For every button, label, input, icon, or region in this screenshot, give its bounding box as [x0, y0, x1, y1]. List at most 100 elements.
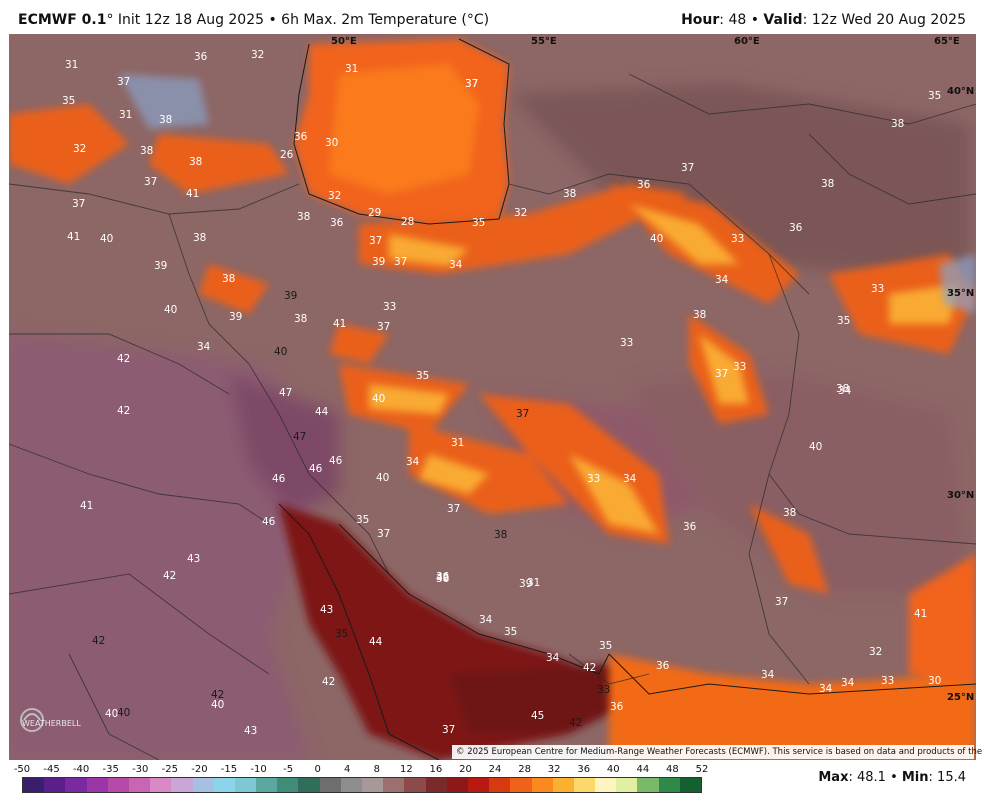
temperature-label: 35: [837, 315, 850, 327]
colorbar-swatch: [404, 778, 426, 792]
temperature-label: 26: [280, 149, 294, 161]
lat-label: 25°N: [947, 692, 974, 703]
temperature-label: 32: [869, 646, 882, 658]
temperature-label: 32: [73, 143, 86, 155]
lat-label: 30°N: [947, 490, 974, 501]
temperature-label: 37: [369, 235, 382, 247]
colorbar-tick-label: 8: [373, 764, 380, 775]
temperature-label: 36: [683, 521, 697, 533]
temperature-label: 42: [322, 676, 335, 688]
temperature-label: 29: [368, 207, 381, 219]
colorbar-swatch: [128, 778, 151, 792]
colorbar-tick-label: 32: [547, 764, 561, 775]
colorbar-swatch: [319, 778, 341, 792]
colorbar-swatch: [192, 778, 214, 792]
temperature-label: 34: [406, 456, 420, 468]
temperature-label: 38: [297, 211, 310, 223]
temperature-label: 43: [187, 553, 200, 565]
temperature-label: 40: [376, 472, 389, 484]
temperature-label: 31: [119, 109, 132, 121]
temperature-label: 36: [637, 179, 651, 191]
temperature-label: 39: [229, 311, 242, 323]
temperature-label: 34: [819, 683, 833, 695]
temperature-map[interactable]: 50°E 55°E 60°E 65°E 40°N 35°N 30°N 25°N …: [9, 34, 976, 760]
temperature-label: 46: [329, 455, 343, 467]
colorbar-swatch: [679, 778, 701, 792]
temperature-label: 46: [309, 463, 323, 475]
temperature-label: 35: [416, 370, 429, 382]
lat-label: 35°N: [947, 288, 974, 299]
colorbar-tick-label: -30: [132, 764, 149, 775]
colorbar-tick-label: -45: [43, 764, 60, 775]
min-label: Min: [901, 770, 929, 785]
temperature-label: 36: [330, 217, 344, 229]
temperature-label: 37: [377, 321, 390, 333]
temperature-label: 35: [335, 628, 348, 640]
temperature-label: 42: [117, 405, 130, 417]
temperature-label: 37: [465, 78, 478, 90]
temperature-label: 40: [809, 441, 822, 453]
temperature-label: 43: [320, 604, 333, 616]
colorbar-swatch: [65, 778, 87, 792]
temperature-label: 38: [294, 313, 307, 325]
colorbar-swatch: [362, 778, 384, 792]
colorbar-swatch: [552, 778, 574, 792]
temperature-label: 38: [693, 309, 706, 321]
colorbar-swatch: [446, 778, 468, 792]
colorbar-swatch: [637, 778, 659, 792]
temperature-label: 33: [620, 337, 633, 349]
min-value: 15.4: [937, 770, 966, 785]
temperature-label: 37: [117, 76, 130, 88]
model-name: ECMWF 0.1: [18, 12, 107, 28]
temperature-label: 38: [821, 178, 834, 190]
colorbar-ticks: -50 -45 -40 -35 -30 -25 -20 -15 -10 -5 0 4 8 12 16 20 24…: [0, 764, 720, 776]
map-canvas: 50°E 55°E 60°E 65°E 40°N 35°N 30°N 25°N …: [9, 34, 976, 760]
temperature-label: 32: [328, 190, 341, 202]
colorbar-swatch: [86, 778, 108, 792]
temperature-label: 35: [504, 626, 517, 638]
temperature-label: 33: [881, 675, 894, 687]
colorbar-tick-label: -40: [72, 764, 90, 775]
lon-label: 60°E: [734, 36, 760, 47]
temperature-label: 36: [436, 573, 450, 585]
colorbar-swatch: [467, 778, 490, 792]
colorbar-tick-label: -15: [220, 764, 238, 775]
temperature-label: 41: [67, 231, 80, 243]
valid-time: Hour: 48 • Valid: 12z Wed 20 Aug 2025: [681, 12, 966, 28]
temperature-label: 38: [563, 188, 576, 200]
temperature-labels: 31 36 32 31 37 37 35 31 38 32 38 37 38 41 37 41 40 39 38 38…: [62, 49, 941, 737]
colorbar-swatch: [616, 778, 638, 792]
temperature-label: 46: [262, 516, 276, 528]
chart-title: ECMWF 0.1° Init 12z 18 Aug 2025 • 6h Max…: [18, 12, 489, 28]
temperature-label: 38: [222, 273, 235, 285]
temperature-label: 33: [733, 361, 746, 373]
temperature-label: 41: [186, 188, 199, 200]
colorbar-tick-label: -25: [161, 764, 178, 775]
temperature-label: 36: [789, 222, 803, 234]
colorbar-swatch: [150, 778, 172, 792]
init-text: Init 12z 18 Aug 2025 • 6h Max. 2m Temper…: [113, 12, 490, 28]
colorbar-swatch: [277, 778, 299, 792]
temperature-label: 41: [80, 500, 93, 512]
colorbar-tick-label: 20: [459, 764, 472, 775]
temperature-label: 42: [436, 572, 449, 584]
temperature-label: 42: [211, 689, 224, 701]
temperature-label: 42: [117, 353, 130, 365]
temperature-label: 35: [472, 217, 485, 229]
lat-label: 40°N: [947, 86, 974, 97]
temperature-label: 37: [681, 162, 694, 174]
temperature-label: 36: [656, 660, 670, 672]
colorbar-swatch: [213, 778, 235, 792]
temperature-label: 41: [333, 318, 346, 330]
temperature-label: 37: [442, 724, 455, 736]
temperature-label: 40: [372, 393, 385, 405]
temperature-label: 38: [891, 118, 904, 130]
colorbar-tick-label: 48: [666, 764, 679, 775]
temperature-label: 36: [610, 701, 624, 713]
temperature-label: 39: [372, 256, 385, 268]
temperature-label: 40: [211, 699, 224, 711]
temperature-label: 37: [72, 198, 85, 210]
temperature-label: 44: [315, 406, 329, 418]
temperature-label: 31: [345, 63, 358, 75]
temperature-label: 38: [140, 145, 153, 157]
